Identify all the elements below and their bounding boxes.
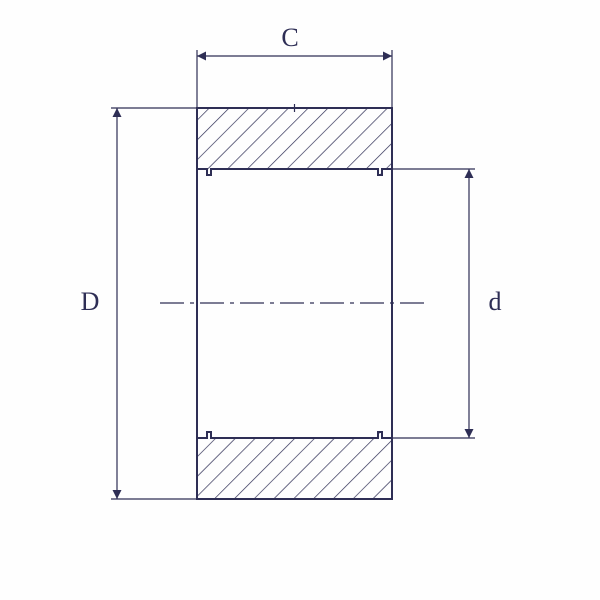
label-d: d [489,287,502,316]
label-D: D [81,287,100,316]
ring-section-top [197,108,392,175]
bearing-cross-section-diagram: C Dd [0,0,600,600]
ring-section-bottom [197,432,392,499]
label-C: C [281,23,298,52]
